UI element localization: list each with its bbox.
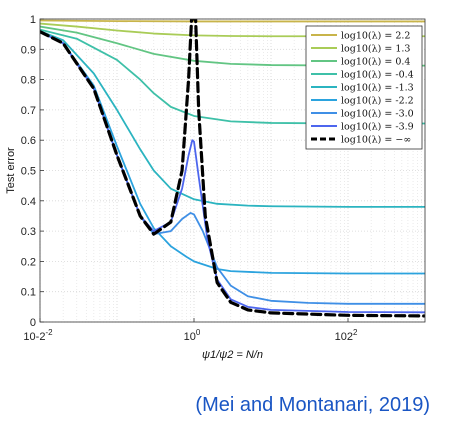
legend-entry-3: log10(λ) = -0.4 <box>341 70 414 81</box>
legend-entry-4: log10(λ) = -1.3 <box>341 83 414 94</box>
legend-entry-8: log10(λ) = −∞ <box>341 135 411 146</box>
series-line-3 <box>40 28 425 125</box>
y-tick-label: 0.6 <box>21 135 36 147</box>
y-tick-label: 0.9 <box>21 44 36 56</box>
citation-caption: (Mei and Montanari, 2019) <box>195 394 430 416</box>
legend-entry-0: log10(λ) = 2.2 <box>341 31 410 42</box>
y-tick-label: 0.7 <box>21 105 36 117</box>
y-tick-label: 0.2 <box>21 256 36 268</box>
legend-entry-5: log10(λ) = -2.2 <box>341 96 414 107</box>
y-tick-label: 0 <box>30 317 36 329</box>
y-axis-label: Test error <box>5 147 17 194</box>
y-tick-label: 0.1 <box>21 287 36 299</box>
x-tick-label: 10-2-2 <box>23 328 53 343</box>
x-tick-label: 100 <box>184 328 201 343</box>
legend: log10(λ) = 2.2 log10(λ) = 1.3 log10(λ) = 0… <box>305 25 423 150</box>
y-tick-label: 0.4 <box>21 196 36 208</box>
legend-entry-7: log10(λ) = -3.9 <box>341 122 414 133</box>
series-line-7 <box>40 30 425 314</box>
y-tick-label: 1 <box>30 14 36 26</box>
series-line-0 <box>40 19 425 23</box>
x-axis-label: ψ1/ψ2 = N/n <box>202 349 263 361</box>
series-line-8 <box>40 19 425 318</box>
series-line-4 <box>40 30 425 208</box>
y-tick-label: 0.3 <box>21 226 36 238</box>
legend-entry-6: log10(λ) = -3.0 <box>341 109 414 120</box>
legend-entry-1: log10(λ) = 1.3 <box>341 44 410 55</box>
x-tick-label: 1022 <box>335 328 358 343</box>
legend-entry-2: log10(λ) = 0.4 <box>341 57 410 68</box>
y-tick-label: 0.8 <box>21 75 36 87</box>
y-tick-label: 0.5 <box>21 166 36 178</box>
chart: 0 0.1 0.2 0.3 0.4 0.5 0.6 0.7 0.8 0.9 1 10-2-2 100 10… <box>5 14 426 361</box>
